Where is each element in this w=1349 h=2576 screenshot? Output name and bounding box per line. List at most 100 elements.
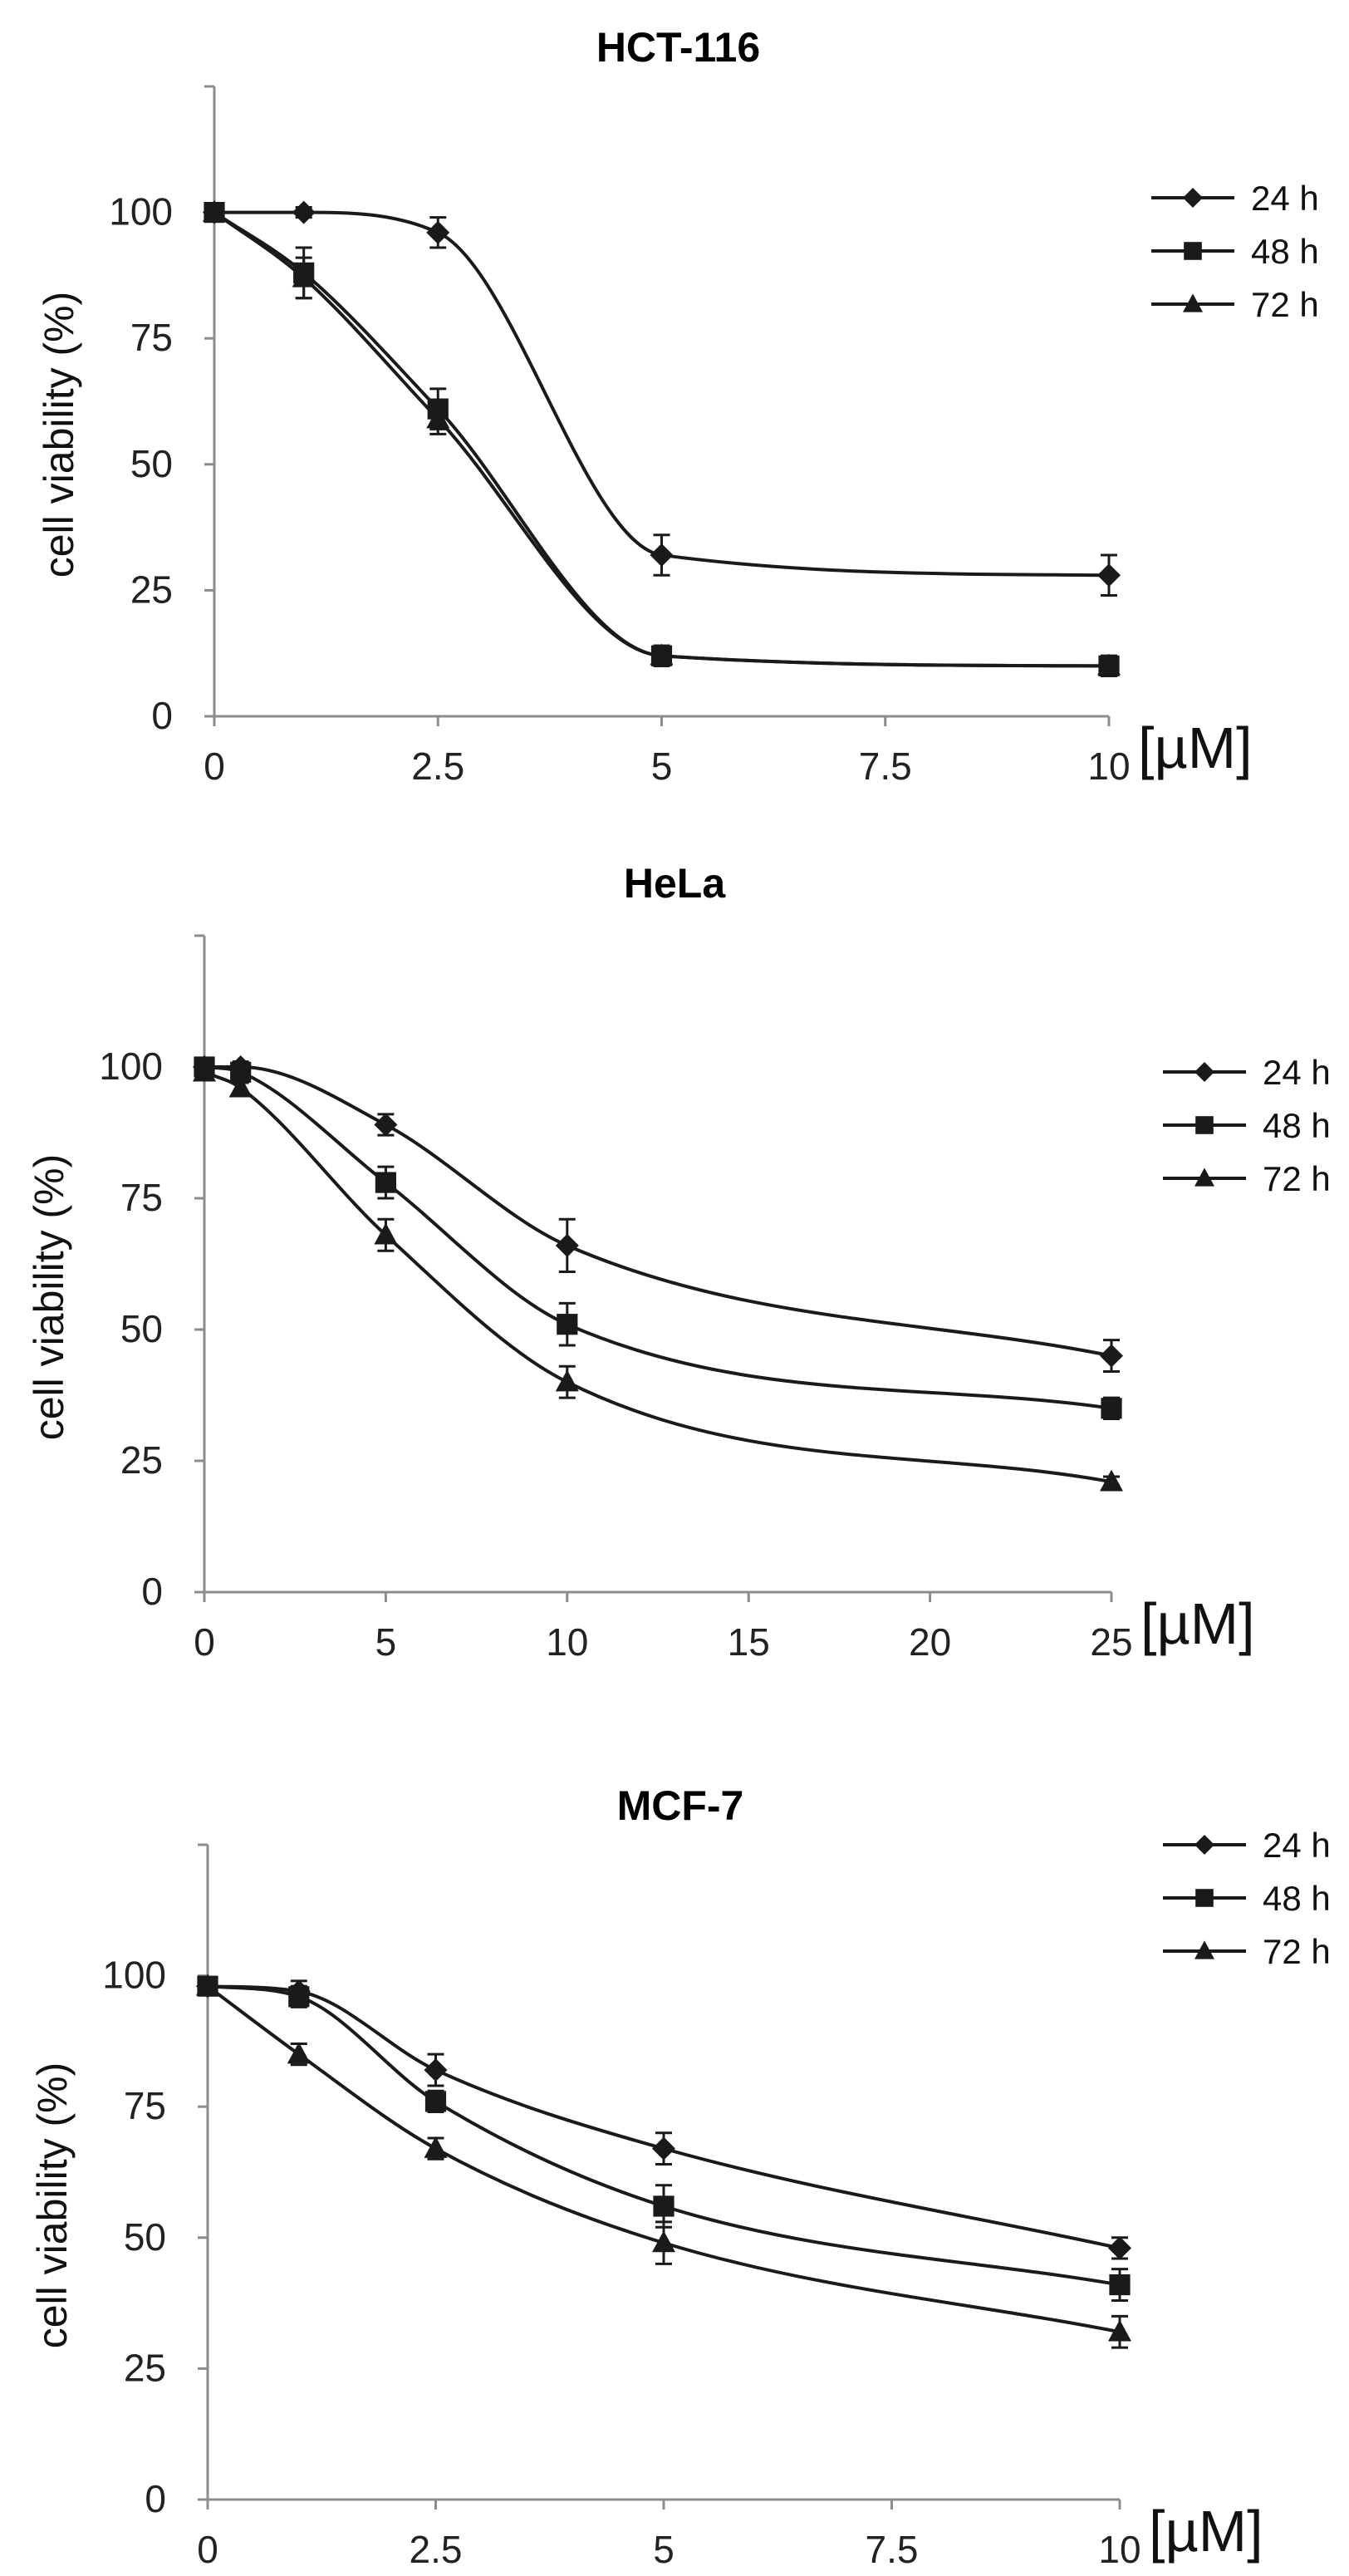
x-tick-label: 2.5	[411, 745, 464, 788]
y-tick-label: 100	[102, 1954, 166, 1997]
legend-item: 72 h	[1163, 1159, 1331, 1198]
y-tick-label: 100	[99, 1045, 163, 1088]
x-axis-unit-label: [µM]	[1149, 2499, 1263, 2564]
legend-item: 48 h	[1163, 1106, 1331, 1145]
y-tick-label: 25	[124, 2346, 166, 2389]
x-axis-unit-label: [µM]	[1138, 715, 1253, 780]
x-tick-label: 10	[1087, 745, 1130, 788]
legend-item: 72 h	[1151, 285, 1319, 324]
data-point-square	[375, 1172, 396, 1193]
x-tick-label: 25	[1090, 1620, 1132, 1664]
data-point-diamond	[1100, 1344, 1123, 1368]
legend-label: 48 h	[1263, 1879, 1331, 1918]
legend-label: 48 h	[1263, 1106, 1331, 1145]
data-point-triangle	[193, 1059, 216, 1082]
y-tick-label: 75	[120, 1176, 163, 1219]
series-72h	[196, 1974, 1131, 2349]
y-tick-label: 75	[124, 2084, 166, 2127]
y-tick-label: 50	[120, 1307, 163, 1350]
x-tick-label: 0	[197, 2528, 218, 2571]
data-point-diamond	[426, 220, 450, 244]
data-point-triangle	[287, 2042, 311, 2064]
legend-label: 48 h	[1251, 232, 1319, 271]
y-tick-label: 0	[141, 1570, 163, 1613]
series-line	[204, 1065, 1112, 1410]
y-tick-label: 25	[130, 568, 173, 611]
data-point-triangle	[1108, 2319, 1131, 2342]
legend-marker-diamond	[1194, 1835, 1214, 1855]
data-point-triangle	[650, 643, 674, 666]
chart-panel-1: HeLa 0 25 50 75 100 0 5 10 15 20 25 cell viability (…	[26, 860, 1331, 1664]
data-point-square	[288, 1986, 310, 2008]
series-line	[204, 1065, 1112, 1358]
legend-label: 24 h	[1263, 1826, 1331, 1865]
series-line	[213, 210, 1110, 668]
legend-item: 48 h	[1163, 1879, 1331, 1918]
data-point-diamond	[652, 2136, 675, 2161]
data-point-triangle	[196, 1974, 219, 1996]
legend-label: 72 h	[1251, 285, 1319, 324]
x-tick-label: 5	[653, 2528, 674, 2571]
legend-marker-square	[1195, 1116, 1214, 1134]
data-point-triangle	[228, 1075, 253, 1098]
y-tick-label: 50	[130, 442, 173, 485]
data-point-triangle	[374, 1222, 398, 1245]
series-line	[204, 1070, 1112, 1484]
y-tick-label: 0	[151, 694, 173, 737]
series-line	[213, 210, 1110, 668]
chart-panel-0: HCT-116 0 25 50 75 100 0 2.5 5 7.5 10 cell viabilit…	[36, 24, 1319, 788]
x-tick-label: 5	[375, 1620, 397, 1664]
legend-marker-triangle	[1183, 293, 1203, 312]
data-point-diamond	[292, 200, 316, 224]
chart-panel-2: MCF-7 0 25 50 75 100 0 2.5 5 7.5 10 cell viability …	[29, 1782, 1331, 2571]
x-tick-label: 2.5	[410, 2528, 463, 2571]
legend-marker-diamond	[1194, 1062, 1214, 1082]
data-point-diamond	[1108, 2236, 1131, 2260]
y-tick-label: 75	[130, 316, 173, 359]
series-48h	[204, 202, 1120, 677]
y-axis-label: cell viability (%)	[29, 2062, 76, 2349]
data-point-diamond	[555, 1233, 579, 1257]
x-tick-label: 15	[728, 1620, 770, 1664]
y-axis-label: cell viability (%)	[36, 292, 82, 578]
data-point-square	[1109, 2274, 1131, 2296]
chart-title: HeLa	[624, 860, 726, 907]
legend-label: 72 h	[1263, 1159, 1331, 1198]
y-tick-label: 50	[124, 2215, 166, 2259]
legend-item: 24 h	[1163, 1053, 1331, 1092]
legend-item: 24 h	[1163, 1826, 1331, 1865]
x-tick-label: 0	[204, 745, 225, 788]
series-72h	[203, 199, 1121, 677]
data-point-triangle	[292, 265, 316, 288]
y-tick-label: 100	[109, 190, 173, 234]
data-point-diamond	[1097, 563, 1121, 587]
x-tick-label: 7.5	[866, 2528, 919, 2571]
chart-title: MCF-7	[617, 1782, 744, 1829]
data-point-square	[557, 1314, 578, 1335]
legend-marker-diamond	[1183, 188, 1203, 208]
legend-item: 24 h	[1151, 179, 1319, 218]
chart-title: HCT-116	[596, 24, 760, 71]
data-point-triangle	[1100, 1469, 1123, 1492]
x-tick-label: 10	[1098, 2528, 1141, 2571]
legend-label: 24 h	[1263, 1053, 1331, 1092]
data-point-diamond	[650, 543, 674, 567]
series-72h	[193, 1059, 1123, 1492]
series-48h	[194, 1056, 1122, 1420]
x-tick-label: 10	[546, 1620, 588, 1664]
data-point-triangle	[203, 199, 226, 222]
legend-item: 72 h	[1163, 1932, 1331, 1971]
legend-item: 48 h	[1151, 232, 1319, 271]
x-tick-label: 20	[909, 1620, 951, 1664]
data-point-square	[1101, 1398, 1122, 1419]
legend-label: 24 h	[1251, 179, 1319, 218]
data-point-triangle	[652, 2230, 675, 2253]
y-tick-label: 0	[145, 2477, 166, 2520]
data-point-square	[424, 2091, 447, 2112]
series-24h	[203, 200, 1121, 597]
legend-label: 72 h	[1263, 1932, 1331, 1971]
data-point-diamond	[424, 2058, 448, 2082]
legend-marker-triangle	[1194, 1168, 1214, 1187]
data-point-triangle	[424, 2136, 448, 2158]
